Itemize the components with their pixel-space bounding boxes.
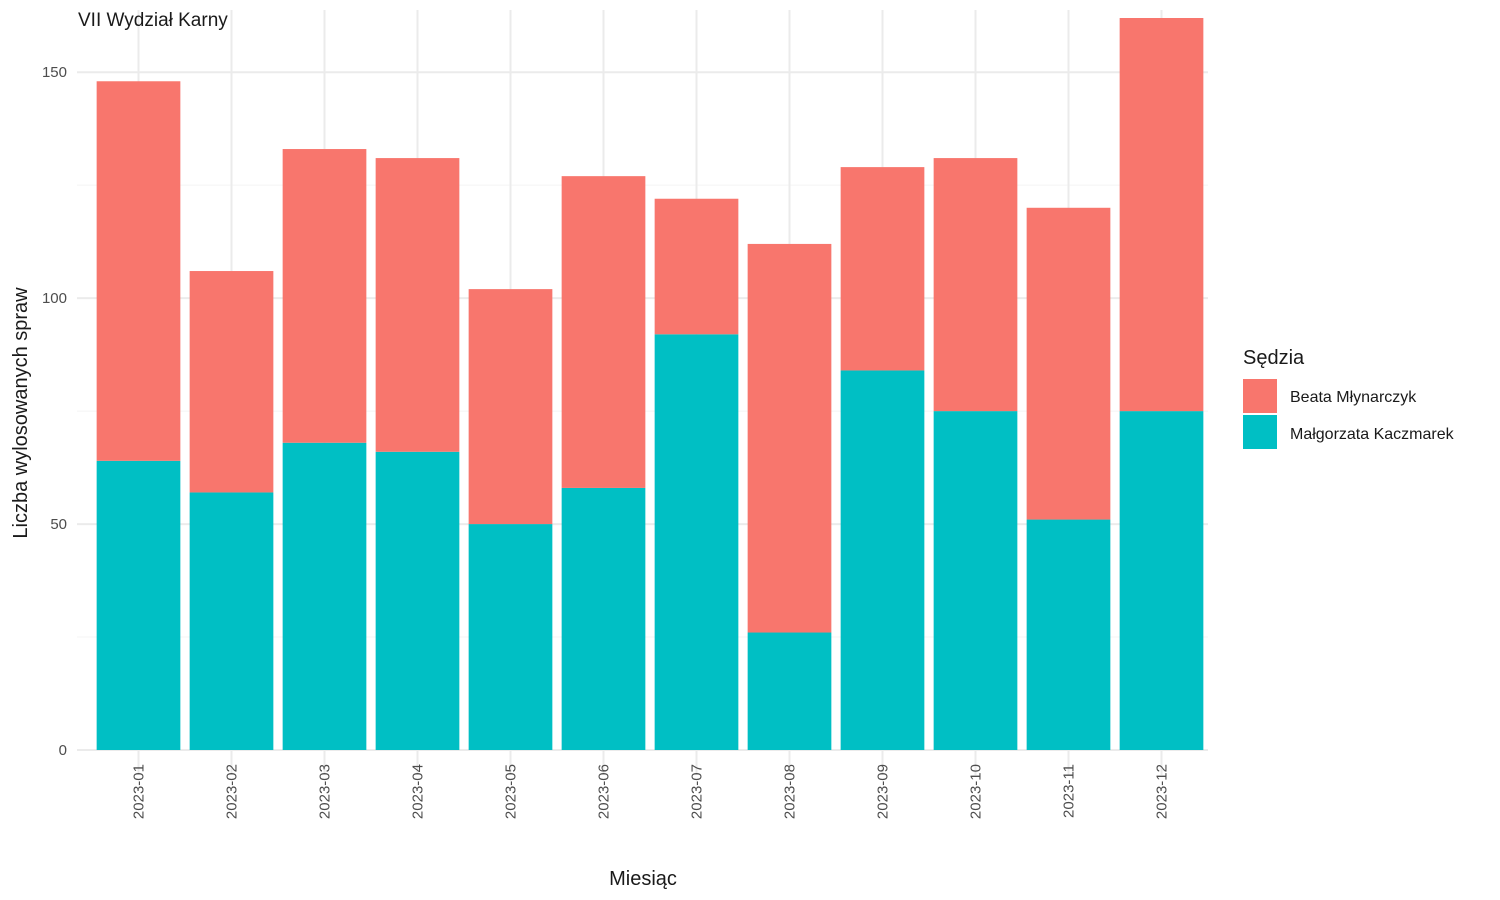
legend-swatch-beata-mlynarczyk xyxy=(1243,379,1277,413)
bar-beata-mlynarczyk-2023-04 xyxy=(375,158,460,452)
bar-malgorzata-kaczmarek-2023-11 xyxy=(1026,519,1111,750)
y-axis-title: Liczba wylosowanych spraw xyxy=(10,287,32,539)
legend-title: Sędzia xyxy=(1243,347,1305,369)
bar-malgorzata-kaczmarek-2023-09 xyxy=(840,370,925,750)
x-tick-label: 2023-06 xyxy=(596,764,613,819)
bar-malgorzata-kaczmarek-2023-05 xyxy=(468,524,553,750)
x-tick-label: 2023-10 xyxy=(968,764,985,819)
legend-label-beata-mlynarczyk: Beata Młynarczyk xyxy=(1290,389,1417,406)
x-tick-label: 2023-09 xyxy=(875,764,892,819)
bar-beata-mlynarczyk-2023-08 xyxy=(747,243,832,633)
bar-beata-mlynarczyk-2023-12 xyxy=(1119,18,1204,412)
bar-beata-mlynarczyk-2023-03 xyxy=(282,149,367,443)
bar-beata-mlynarczyk-2023-11 xyxy=(1026,207,1111,520)
bar-beata-mlynarczyk-2023-10 xyxy=(933,158,1018,412)
bar-malgorzata-kaczmarek-2023-12 xyxy=(1119,411,1204,750)
x-tick-label: 2023-11 xyxy=(1061,764,1078,818)
x-tick-label: 2023-07 xyxy=(689,764,706,819)
y-tick-labels: 0 50 100 150 xyxy=(42,64,67,759)
y-tick-label: 0 xyxy=(59,742,67,759)
bar-malgorzata-kaczmarek-2023-04 xyxy=(375,451,460,750)
bar-beata-mlynarczyk-2023-01 xyxy=(96,81,181,461)
legend: Sędzia Beata Młynarczyk Małgorzata Kaczm… xyxy=(1243,347,1455,449)
x-axis-title: Miesiąc xyxy=(609,868,677,890)
x-tick-label: 2023-02 xyxy=(224,764,241,819)
bar-malgorzata-kaczmarek-2023-08 xyxy=(747,632,832,750)
bar-beata-mlynarczyk-2023-07 xyxy=(654,198,739,335)
legend-swatch-malgorzata-kaczmarek xyxy=(1243,415,1277,449)
chart-title: VII Wydział Karny xyxy=(78,10,228,31)
y-tick-label: 100 xyxy=(42,290,67,307)
bar-malgorzata-kaczmarek-2023-03 xyxy=(282,442,367,750)
bar-malgorzata-kaczmarek-2023-10 xyxy=(933,411,1018,750)
bar-beata-mlynarczyk-2023-02 xyxy=(189,271,274,493)
bar-beata-mlynarczyk-2023-09 xyxy=(840,167,925,371)
bar-malgorzata-kaczmarek-2023-01 xyxy=(96,460,181,750)
bar-malgorzata-kaczmarek-2023-06 xyxy=(561,487,646,750)
legend-label-malgorzata-kaczmarek: Małgorzata Kaczmarek xyxy=(1290,426,1455,443)
x-tick-label: 2023-08 xyxy=(782,764,799,819)
x-tick-label: 2023-04 xyxy=(410,764,427,819)
x-tick-label: 2023-05 xyxy=(503,764,520,819)
x-tick-label: 2023-01 xyxy=(131,764,148,819)
y-tick-label: 50 xyxy=(50,516,67,533)
x-tick-labels: 2023-01 2023-02 2023-03 2023-04 2023-05 2023-… xyxy=(131,764,1171,819)
bar-malgorzata-kaczmarek-2023-07 xyxy=(654,334,739,750)
bar-beata-mlynarczyk-2023-06 xyxy=(561,176,646,488)
x-tick-label: 2023-03 xyxy=(317,764,334,819)
x-tick-label: 2023-12 xyxy=(1154,764,1171,819)
bar-malgorzata-kaczmarek-2023-02 xyxy=(189,492,274,750)
y-tick-label: 150 xyxy=(42,64,67,81)
bar-beata-mlynarczyk-2023-05 xyxy=(468,289,553,525)
bars xyxy=(96,18,1204,750)
